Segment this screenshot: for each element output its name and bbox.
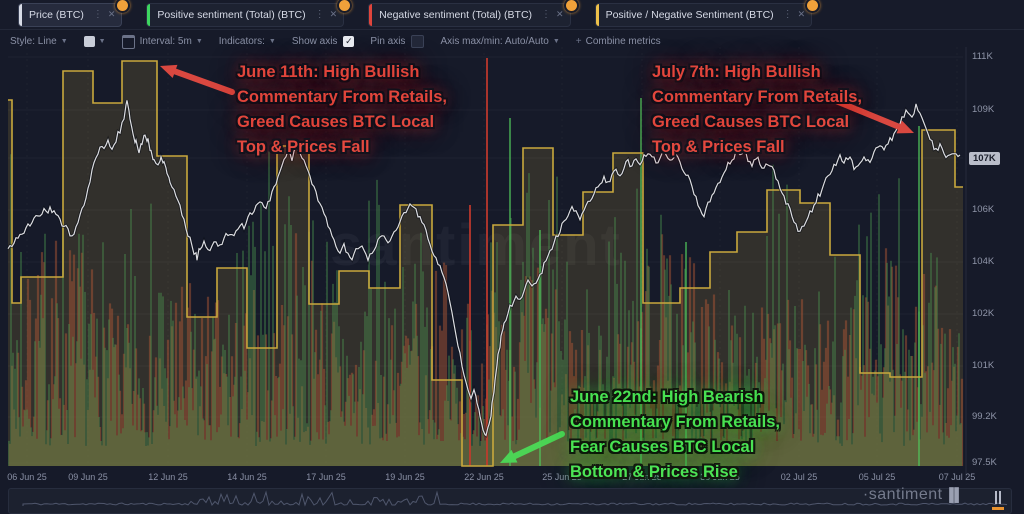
annotation-bullish-call-2: June 22nd: High Bearish Commentary From … [570, 388, 780, 481]
axis-maxmin-label: Axis max/min: Auto/Auto [440, 36, 549, 47]
chevron-down-icon: ▼ [195, 38, 203, 45]
navigator-handle[interactable] [992, 491, 1004, 510]
timeline-navigator[interactable] [8, 488, 1012, 514]
x-axis-date-tick: 06 Jun 25 [7, 472, 47, 482]
tab-accent-bar [595, 3, 599, 26]
chevron-down-icon: ▼ [268, 38, 276, 45]
x-axis-date-tick: 17 Jun 25 [306, 472, 346, 482]
tab-menu-icon[interactable]: ⋮ [92, 9, 103, 20]
indicators-dropdown[interactable]: Indicators: ▼ [219, 36, 276, 47]
tab-accent-bar [369, 3, 373, 26]
tab-accent-bar [19, 3, 22, 26]
x-axis-date-tick: 09 Jun 25 [68, 472, 108, 482]
show-axis-checkbox[interactable]: Show axis ✓ [292, 36, 355, 47]
x-axis-date-tick: 22 Jun 25 [464, 472, 504, 482]
tab-label: Positive / Negative Sentiment (BTC) [605, 8, 774, 21]
annotation-bearish-call-0: June 11th: High Bullish Commentary From … [237, 63, 447, 156]
tab-accent-bar [147, 3, 151, 26]
logo-bars-icon: ▐▌ [944, 487, 964, 502]
x-axis-date-tick: 27 Jun 25 [622, 472, 662, 482]
santiment-logo: ·santiment ▐▌ [862, 486, 964, 503]
tab-label: Positive sentiment (Total) (BTC) [157, 8, 306, 21]
tab-menu-icon[interactable]: ⋮ [541, 9, 552, 20]
combine-metrics-button[interactable]: + Combine metrics [576, 36, 661, 47]
tab-notification-badge [805, 0, 821, 13]
tab-close-icon[interactable]: ✕ [107, 9, 116, 19]
chevron-down-icon: ▼ [60, 38, 68, 45]
calendar-icon [121, 34, 135, 49]
tab-bar: Price (BTC) ⋮ ✕ Positive sentiment (Total) … [0, 0, 1024, 30]
chevron-down-icon: ▼ [98, 38, 106, 45]
y-axis-tick: 97.5K [972, 457, 997, 468]
x-axis-date-tick: 30 Jun 25 [700, 472, 740, 482]
tab-menu-icon[interactable]: ⋮ [782, 9, 793, 20]
x-axis-date-tick: 07 Jul 25 [938, 472, 976, 482]
tab-notification-badge [115, 0, 131, 13]
x-axis-date-tick: 19 Jun 25 [385, 472, 425, 482]
tab-notification-badge [337, 0, 353, 13]
current-price-badge: 107K [969, 152, 1000, 165]
tab-positive-sentiment-total-btc[interactable]: Positive sentiment (Total) (BTC) ⋮ ✕ [146, 0, 353, 27]
pin-axis-label: Pin axis [370, 36, 406, 47]
y-axis-tick: 102K [972, 308, 995, 319]
interval-label: Interval: 5m [139, 36, 192, 47]
tabs-holder: Price (BTC) ⋮ ✕ Positive sentiment (Total) … [18, 0, 836, 27]
style-label: Style: Line [10, 36, 57, 47]
pin-axis-checkbox[interactable]: Pin axis [370, 35, 425, 48]
x-axis-date-tick: 05 Jul 25 [858, 472, 896, 482]
tab-notification-badge [563, 0, 579, 13]
tab-close-icon[interactable]: ✕ [556, 9, 564, 19]
y-axis-tick: 106K [972, 204, 995, 215]
x-axis-date-tick: 02 Jul 25 [780, 472, 818, 482]
handle-bar-icon [995, 491, 997, 504]
x-axis-date-tick: 25 Jun 25 [542, 472, 582, 482]
y-axis-tick: 99.2K [972, 411, 997, 422]
tab-price-btc[interactable]: Price (BTC) ⋮ ✕ [18, 0, 131, 27]
handle-bar-icon [999, 491, 1001, 504]
y-axis-tick: 101K [972, 360, 995, 371]
navigator-sparkline [22, 490, 1008, 507]
x-axis-date-tick: 12 Jun 25 [148, 472, 188, 482]
style-dropdown[interactable]: Style: Line ▼ [10, 36, 68, 47]
color-swatch [83, 36, 95, 47]
axis-maxmin-dropdown[interactable]: Axis max/min: Auto/Auto ▼ [440, 36, 559, 47]
checkbox-unchecked-icon[interactable] [411, 35, 425, 48]
tab-negative-sentiment-total-btc[interactable]: Negative sentiment (Total) (BTC) ⋮ ✕ [368, 0, 579, 27]
handle-orange-mark [992, 507, 1004, 510]
combine-metrics-label: Combine metrics [585, 36, 661, 47]
y-axis-tick: 104K [972, 256, 995, 267]
annotation-bearish-call-1: July 7th: High Bullish Commentary From R… [652, 63, 862, 156]
checkbox-checked-icon[interactable]: ✓ [343, 36, 355, 47]
indicators-label: Indicators: [218, 36, 265, 47]
tab-close-icon[interactable]: ✕ [797, 9, 806, 19]
tab-menu-icon[interactable]: ⋮ [314, 9, 325, 20]
tab-positive-negative-sentiment-btc[interactable]: Positive / Negative Sentiment (BTC) ⋮ ✕ [594, 0, 821, 27]
color-swatch-dropdown[interactable]: ▼ [83, 36, 106, 47]
tab-label: Negative sentiment (Total) (BTC) [379, 8, 533, 21]
plus-icon: + [575, 36, 582, 47]
chart-toolbar: Style: Line ▼ ▼ Interval: 5m ▼ Indicators: ▼ Sh… [0, 31, 1024, 52]
y-axis-tick: 109K [972, 104, 995, 115]
interval-dropdown[interactable]: Interval: 5m ▼ [121, 34, 203, 49]
show-axis-label: Show axis [291, 36, 338, 47]
chevron-down-icon: ▼ [552, 38, 560, 45]
x-axis-date-tick: 14 Jun 25 [227, 472, 267, 482]
watermark: santiment [330, 213, 622, 278]
tab-label: Price (BTC) [29, 8, 84, 21]
y-axis-tick: 111K [972, 51, 993, 62]
tab-close-icon[interactable]: ✕ [329, 9, 338, 19]
